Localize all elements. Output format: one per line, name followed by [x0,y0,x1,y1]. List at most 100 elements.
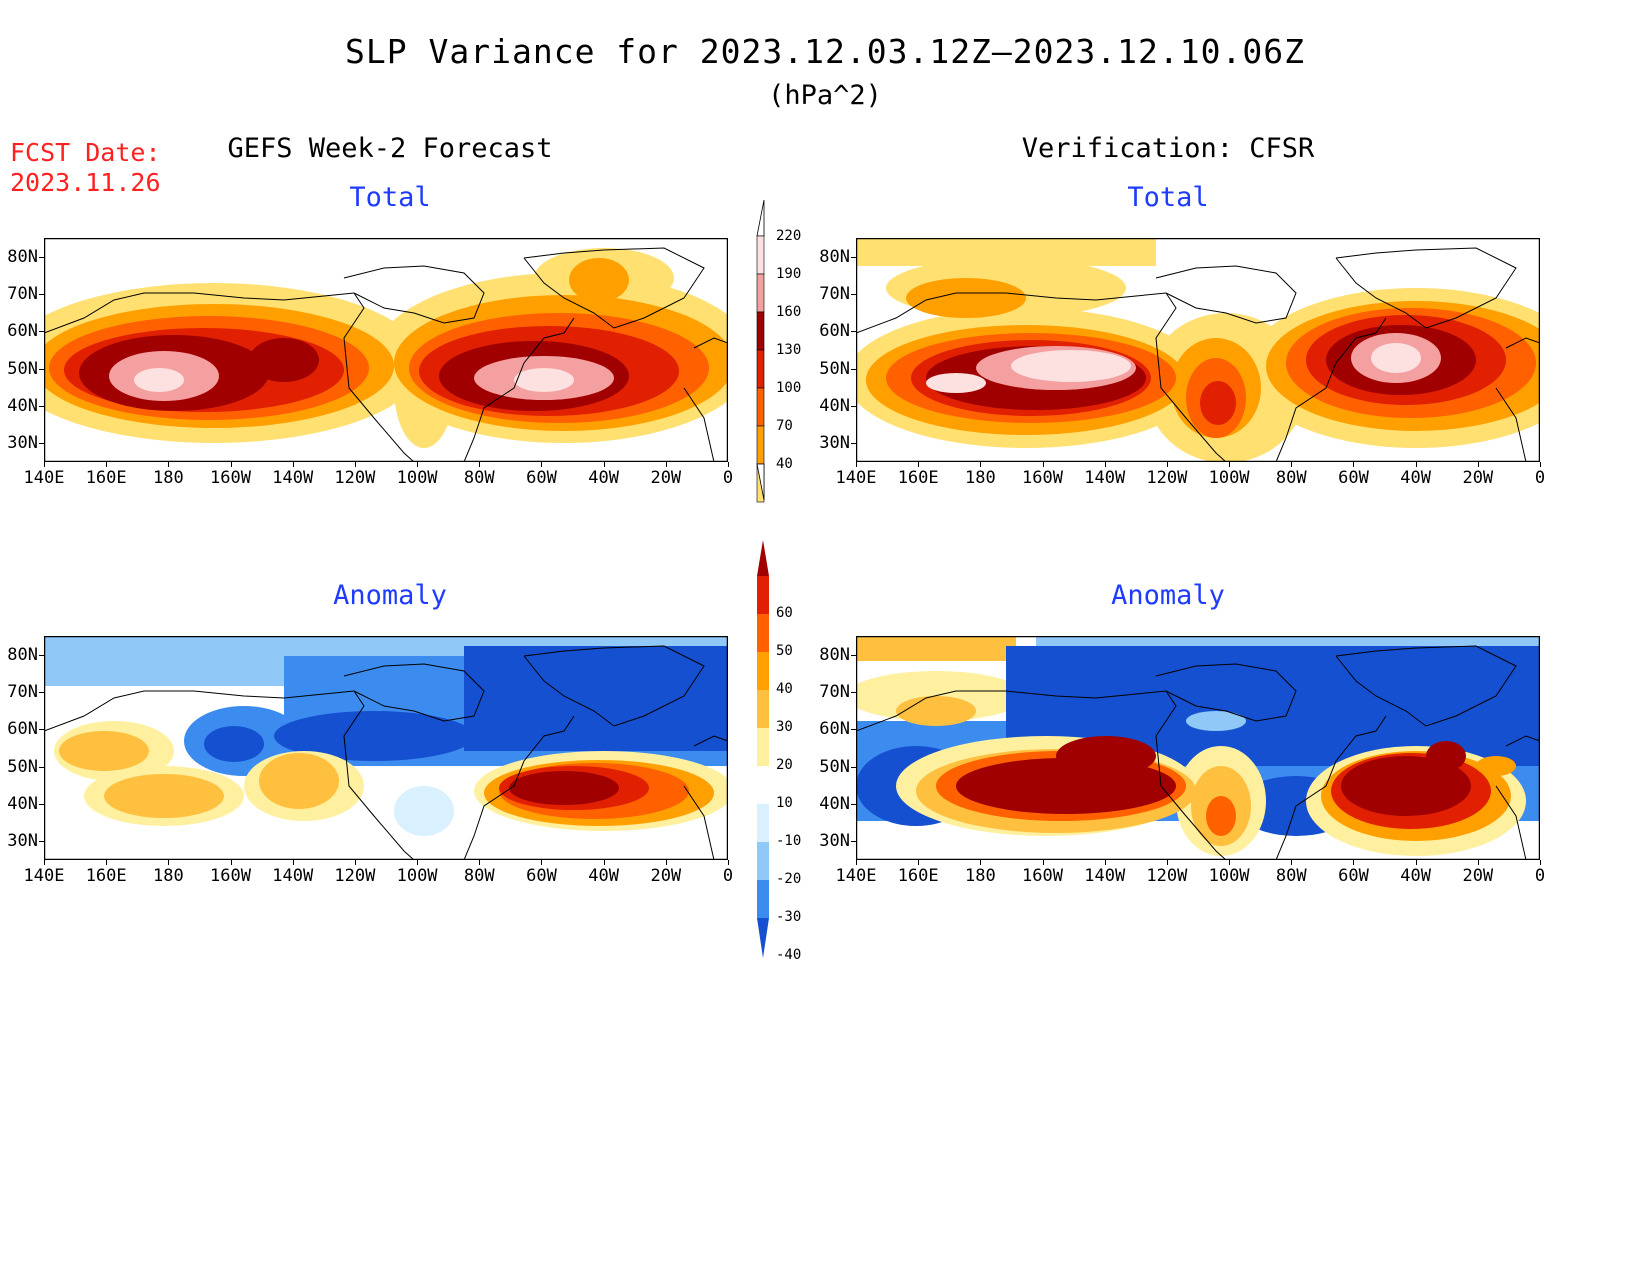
lat-tick-label: 60N [819,321,850,341]
colorbar-swatch [756,273,765,313]
lat-tick-mark [851,692,856,693]
lon-tick-label: 140E [835,468,877,488]
lon-tick-label: 0 [1534,866,1546,886]
lon-tick-mark [1166,462,1168,467]
lon-tick-mark [856,860,857,865]
right-column-title: Verification: CFSR [1021,133,1315,164]
lon-tick-mark [354,860,356,865]
colorbar-anomaly [754,540,774,964]
lat-tick-mark [39,655,44,656]
lon-tick-label: 120W [1146,866,1188,886]
lon-tick-mark [541,860,543,865]
lat-tick-mark [851,804,856,805]
lat-tick-label: 30N [7,433,38,453]
lon-tick-label: 180 [153,468,184,488]
lon-tick-mark [1540,860,1541,865]
colorbar-tick-label: 40 [776,456,793,472]
lon-tick-label: 80W [463,866,495,886]
lon-tick-label: 20W [1462,866,1494,886]
lon-tick-mark [1291,860,1293,865]
lon-tick-mark [1353,860,1355,865]
lat-tick-label: 40N [7,794,38,814]
lon-tick-label: 180 [153,866,184,886]
colorbar-swatch [756,387,765,427]
lat-tick-mark [851,767,856,768]
lat-tick-label: 40N [819,794,850,814]
forecast-date-block: FCST Date: 2023.11.26 [10,138,161,198]
lon-tick-label: 120W [1146,468,1188,488]
lon-tick-mark [1291,462,1293,467]
lon-tick-label: 180 [965,866,996,886]
lon-tick-mark [665,462,667,467]
lat-tick-mark [39,294,44,295]
colorbar-swatch [757,614,769,652]
colorbar-swatch [757,652,769,690]
lon-tick-mark [292,860,294,865]
lon-tick-label: 160E [897,866,939,886]
lat-tick-label: 50N [819,359,850,379]
lon-tick-mark [1477,860,1479,865]
colorbar-swatch [756,349,765,389]
colorbar-swatch [757,540,769,576]
colorbar-tick-label: 130 [776,342,802,358]
lon-tick-mark [1166,860,1168,865]
lon-tick-label: 140E [835,866,877,886]
colorbar-tick-label: 160 [776,304,802,320]
colorbar-swatch [757,766,769,804]
lon-tick-mark [44,860,45,865]
lon-tick-label: 60W [526,866,557,886]
lon-tick-label: 120W [334,468,376,488]
lat-tick-label: 50N [7,359,38,379]
lon-tick-label: 160W [210,866,251,886]
colorbar-swatch [757,842,769,880]
colorbar-swatch [757,576,769,614]
lat-tick-mark [39,257,44,258]
lon-tick-label: 160E [85,866,127,886]
lat-tick-mark [39,804,44,805]
lon-tick-label: 160W [1022,866,1063,886]
lon-tick-label: 160W [1022,468,1063,488]
colorbar-tick-label: 220 [776,228,802,244]
lat-tick-label: 30N [819,433,850,453]
anomaly-label-right: Anomaly [1111,580,1225,611]
lon-tick-mark [1415,462,1417,467]
lon-tick-mark [1353,462,1355,467]
lon-tick-label: 180 [965,468,996,488]
colorbar-tick-label: 60 [776,605,793,621]
lon-tick-mark [479,462,481,467]
lon-tick-label: 40W [1400,866,1431,886]
lon-tick-mark [292,462,294,467]
lon-tick-label: 80W [1275,468,1307,488]
lon-tick-label: 0 [722,468,734,488]
lat-tick-mark [39,331,44,332]
lat-tick-label: 80N [819,645,850,665]
lat-tick-label: 60N [819,719,850,739]
lon-tick-mark [354,462,356,467]
colorbar-swatch [757,918,769,958]
lon-tick-label: 160E [85,468,127,488]
left-column-title: GEFS Week-2 Forecast [227,133,553,164]
lat-tick-mark [851,406,856,407]
colorbar-swatch [756,235,765,275]
lon-tick-label: 160E [897,468,939,488]
lat-tick-label: 50N [7,757,38,777]
lon-tick-mark [1042,860,1044,865]
colorbar-tick-label: 30 [776,719,793,735]
lat-tick-mark [39,692,44,693]
colorbar-swatch [756,425,765,465]
colorbar-total [754,199,774,509]
lat-tick-mark [39,406,44,407]
lon-tick-label: 100W [1208,468,1250,488]
lon-tick-mark [980,860,982,865]
lon-tick-mark [1415,860,1417,865]
main-title: SLP Variance for 2023.12.03.12Z–2023.12.… [345,32,1305,71]
lon-tick-mark [1229,462,1231,467]
lon-tick-label: 0 [1534,468,1546,488]
lat-tick-label: 70N [7,284,38,304]
lat-tick-mark [851,294,856,295]
colorbar-tick-label: 190 [776,266,802,282]
lon-tick-label: 140W [1084,468,1126,488]
lon-tick-mark [106,860,108,865]
colorbar-swatch [756,311,765,351]
lon-tick-mark [1104,860,1106,865]
